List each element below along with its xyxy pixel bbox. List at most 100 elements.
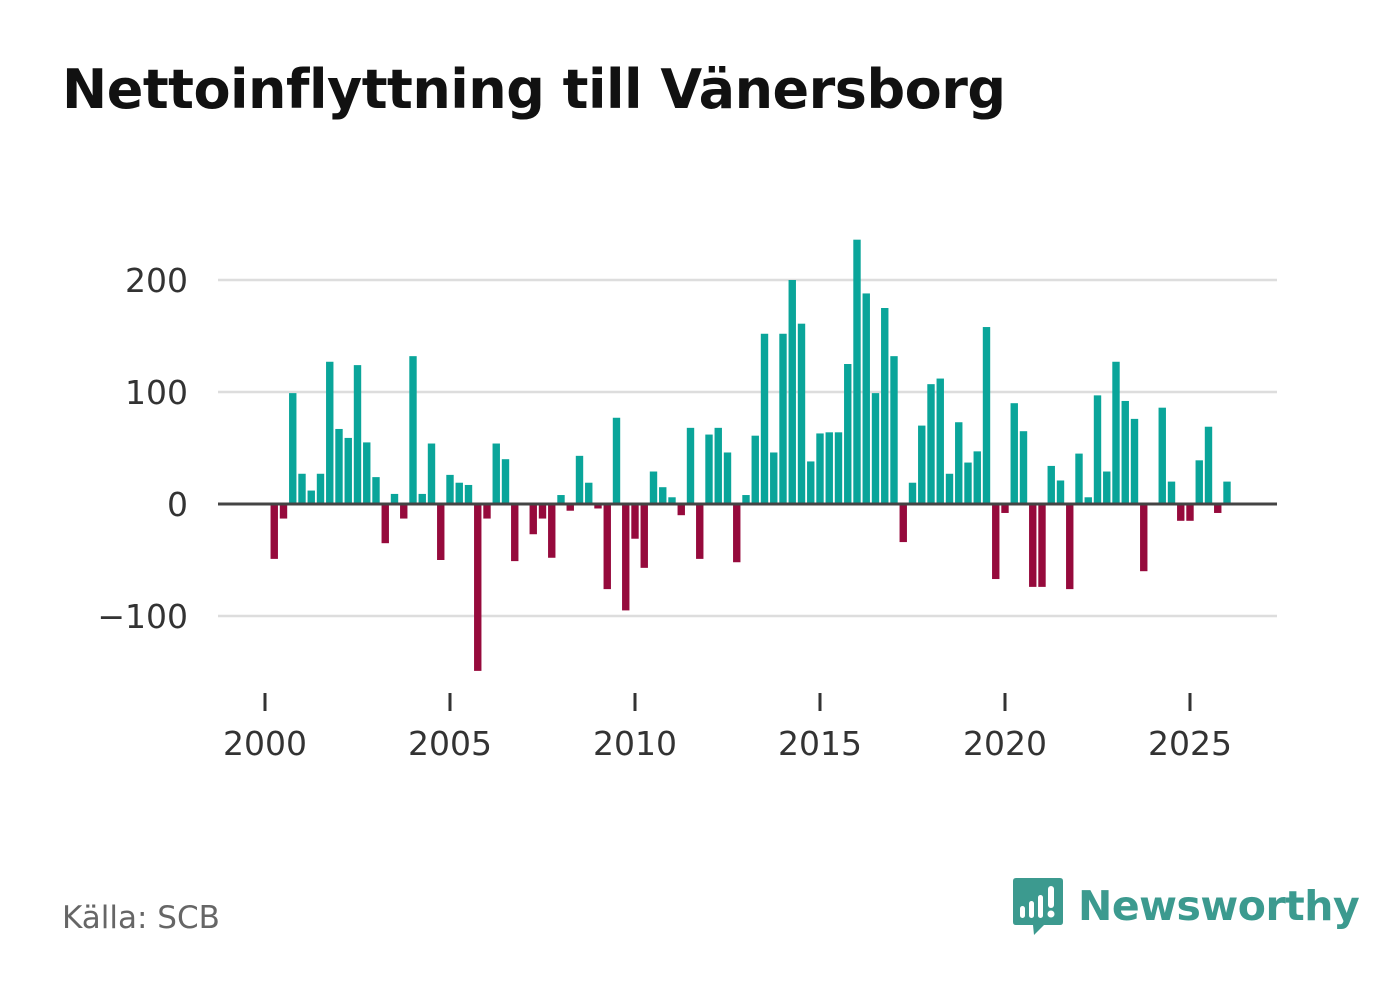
bar-positive: [492, 443, 500, 504]
bar-negative: [594, 504, 602, 509]
x-tick-label: 2015: [778, 724, 862, 763]
bar-positive: [1103, 471, 1111, 504]
bar-positive: [418, 493, 426, 504]
bar-positive: [945, 473, 954, 504]
gridlines: [218, 278, 1277, 618]
newsworthy-logo[interactable]: Newsworthy: [1012, 876, 1360, 936]
y-axis-ticks: −100 0 100 200: [97, 261, 188, 636]
chart-title: Nettoinflyttning till Vänersborg: [62, 58, 1006, 121]
bar-positive: [289, 393, 297, 504]
bar-positive: [409, 356, 417, 504]
bar-negative: [270, 504, 278, 559]
bar-positive: [557, 495, 565, 504]
bar-positive: [908, 482, 917, 504]
bar-positive: [927, 384, 935, 504]
bar-positive: [1158, 407, 1166, 504]
bar-positive: [723, 452, 732, 504]
bar-positive: [353, 365, 362, 504]
bar-negative: [474, 504, 482, 671]
source-label: Källa: SCB: [62, 900, 220, 936]
bar-negative: [640, 504, 648, 568]
bar-negative: [511, 504, 519, 562]
bar-positive: [1204, 426, 1213, 504]
bar-positive: [834, 432, 843, 504]
bar-positive: [307, 490, 315, 504]
bar-positive: [1167, 481, 1176, 504]
bar-negative: [538, 504, 547, 519]
bar-positive: [464, 484, 473, 504]
bar-positive: [455, 482, 463, 504]
bar-positive: [742, 495, 750, 504]
bar-negative: [566, 504, 574, 511]
bar-negative: [1214, 504, 1222, 513]
bar-negative: [1001, 504, 1009, 513]
bar-negative: [677, 504, 685, 516]
bar-positive: [1112, 361, 1120, 504]
bar-positive: [1195, 460, 1203, 504]
bar-positive: [844, 364, 852, 504]
bar-negative: [603, 504, 611, 590]
bar-positive: [825, 432, 833, 504]
bar-positive: [390, 493, 399, 504]
bar-negative: [733, 504, 741, 563]
newsworthy-icon: [1013, 878, 1063, 935]
bar-positive: [890, 356, 898, 504]
bar-positive: [751, 435, 759, 504]
bar-positive: [372, 477, 380, 504]
bar-negative: [1186, 504, 1194, 521]
bar-positive: [964, 462, 972, 504]
bar-positive: [797, 323, 806, 504]
bar-negative: [548, 504, 556, 558]
bar-negative: [279, 504, 288, 519]
bar-positive: [788, 280, 796, 504]
bar-positive: [298, 473, 306, 504]
bar-positive: [982, 327, 991, 504]
bar-positive: [1223, 481, 1231, 504]
bar-positive: [501, 459, 510, 504]
bar-positive: [779, 333, 787, 504]
bar-negative: [622, 504, 630, 611]
bar-positive: [1121, 400, 1129, 504]
bar-positive: [585, 482, 593, 504]
bar-negative: [483, 504, 491, 519]
bar-positive: [686, 427, 695, 504]
bar-positive: [918, 425, 926, 504]
bar-positive: [1047, 465, 1055, 504]
bar-positive: [446, 474, 454, 504]
bar-negative: [1038, 504, 1046, 587]
x-tick-label: 2020: [963, 724, 1047, 763]
bar-positive: [1010, 403, 1018, 504]
bar-negative: [631, 504, 639, 539]
bar-positive: [1075, 453, 1083, 504]
bar-negative: [899, 504, 907, 543]
bar-positive: [1093, 395, 1102, 504]
x-tick-label: 2005: [408, 724, 492, 763]
bar-positive: [705, 434, 713, 504]
bar-positive: [1130, 418, 1139, 504]
bar-positive: [659, 487, 667, 504]
bar-positive: [714, 427, 722, 504]
bar-negative: [1029, 504, 1037, 587]
bar-positive: [326, 361, 334, 504]
bar-positive: [973, 451, 981, 504]
y-tick-label: −100: [97, 597, 188, 636]
bar-negative: [696, 504, 704, 559]
bar-positive: [668, 497, 676, 504]
bar-positive: [955, 422, 963, 504]
bar-positive: [335, 428, 343, 504]
bar-negative: [437, 504, 445, 560]
bar-positive: [316, 473, 325, 504]
bar-negative: [529, 504, 537, 535]
bar-negative: [400, 504, 408, 519]
bar-positive: [363, 442, 371, 504]
bar-positive: [427, 443, 436, 504]
bars: [270, 239, 1231, 671]
bar-positive: [1084, 497, 1092, 504]
brand-name: Newsworthy: [1078, 882, 1360, 930]
x-axis-ticks: 2000 2005 2010 2015 2020 2025: [223, 693, 1232, 763]
bar-positive: [649, 471, 658, 504]
x-tick-label: 2010: [593, 724, 677, 763]
bar-positive: [871, 393, 880, 504]
bar-negative: [381, 504, 389, 544]
